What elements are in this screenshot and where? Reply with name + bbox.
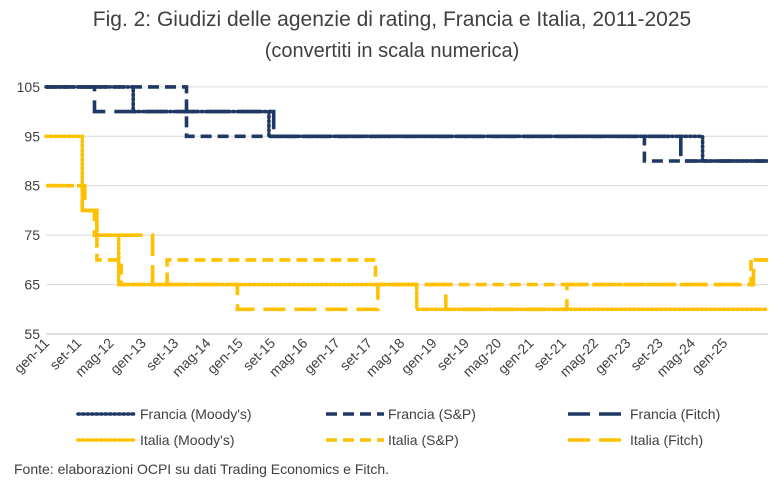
y-tick-label: 85 bbox=[24, 178, 40, 194]
legend-label: Francia (S&P) bbox=[388, 406, 476, 422]
y-axis: 55 65 75 85 95 105 bbox=[17, 79, 41, 342]
source-note: Fonte: elaborazioni OCPI su dati Trading… bbox=[14, 461, 390, 477]
x-tick-label: gen-17 bbox=[301, 335, 343, 377]
legend-label: Italia (Moody's) bbox=[140, 432, 234, 448]
y-tick-label: 65 bbox=[24, 277, 40, 293]
y-tick-label: 95 bbox=[24, 128, 40, 144]
legend: Francia (Moody's) Francia (S&P) Francia (F… bbox=[76, 406, 720, 448]
legend-label: Italia (S&P) bbox=[388, 432, 459, 448]
legend-label: Francia (Moody's) bbox=[140, 406, 252, 422]
plot-area bbox=[44, 85, 770, 312]
legend-label: Francia (Fitch) bbox=[630, 406, 720, 422]
x-axis: gen-11set-11mag-12gen-13set-13mag-14gen-… bbox=[11, 333, 768, 380]
x-tick-label: gen-19 bbox=[398, 335, 440, 377]
chart-subtitle: (convertiti in scala numerica) bbox=[264, 40, 520, 62]
x-tick-label: gen-25 bbox=[688, 335, 730, 377]
x-tick-label: gen-23 bbox=[591, 335, 633, 377]
x-tick-label: gen-13 bbox=[107, 335, 149, 377]
y-tick-label: 55 bbox=[24, 326, 40, 342]
chart-title: Fig. 2: Giudizi delle agenzie di rating,… bbox=[92, 8, 692, 31]
series-line-3 bbox=[46, 85, 768, 163]
x-tick-label: gen-21 bbox=[495, 335, 537, 377]
legend-label: Italia (Fitch) bbox=[630, 432, 703, 448]
y-tick-label: 105 bbox=[17, 79, 41, 95]
x-tick-label: gen-15 bbox=[204, 335, 246, 377]
y-tick-label: 75 bbox=[24, 227, 40, 243]
series-line-2 bbox=[46, 85, 768, 163]
series-line-1 bbox=[44, 85, 770, 163]
series-line-6 bbox=[46, 183, 768, 312]
